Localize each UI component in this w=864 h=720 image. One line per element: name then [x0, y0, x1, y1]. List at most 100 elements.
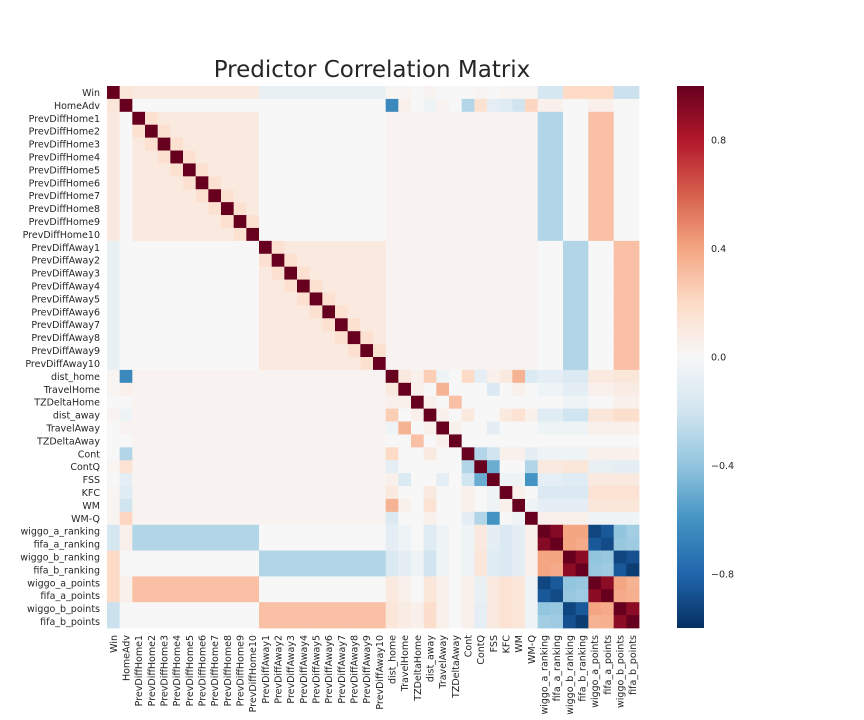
heatmap-cell	[398, 511, 412, 526]
heatmap-cell	[373, 382, 387, 397]
heatmap-cell	[588, 98, 602, 113]
heatmap-cell	[157, 240, 171, 255]
heatmap-cell	[487, 395, 501, 410]
heatmap-cell	[259, 86, 273, 100]
column-label: PrevDiffHome9	[236, 635, 247, 706]
heatmap-cell	[537, 176, 551, 190]
heatmap-cell	[398, 124, 412, 139]
heatmap-cell	[221, 227, 235, 242]
heatmap-cell	[449, 421, 463, 435]
heatmap-cell	[297, 227, 311, 242]
heatmap-cell	[537, 473, 551, 487]
heatmap-cell	[233, 369, 247, 384]
column-label: PrevDiffHome6	[198, 635, 209, 706]
heatmap-cell	[512, 421, 526, 435]
heatmap-cell	[132, 524, 146, 539]
heatmap-cell	[284, 563, 298, 577]
heatmap-cell	[613, 150, 627, 164]
heatmap-cell	[271, 524, 285, 539]
heatmap-cell	[537, 395, 551, 410]
heatmap-cell	[145, 227, 159, 242]
heatmap-cell	[259, 305, 273, 319]
heatmap-cell	[335, 408, 349, 422]
heatmap-cell	[119, 563, 133, 577]
heatmap-cell	[360, 98, 374, 113]
heatmap-cell	[335, 176, 349, 190]
heatmap-cell	[347, 137, 361, 151]
heatmap-cell	[208, 357, 222, 371]
heatmap-cell	[322, 86, 336, 100]
heatmap-cell	[461, 434, 475, 448]
heatmap-cell	[474, 124, 488, 139]
heatmap-cell	[512, 150, 526, 164]
heatmap-cell	[385, 279, 399, 293]
heatmap-cell	[107, 486, 121, 500]
heatmap-cell	[183, 563, 197, 577]
heatmap-cell	[601, 137, 615, 151]
heatmap-cell	[601, 408, 615, 422]
heatmap-cell	[132, 486, 146, 500]
heatmap-cell	[398, 473, 412, 487]
heatmap-cell	[195, 202, 209, 216]
heatmap-cell	[398, 227, 412, 242]
heatmap-cell	[335, 395, 349, 410]
heatmap-cell	[474, 589, 488, 603]
heatmap-cell	[170, 550, 184, 564]
heatmap-cell	[170, 137, 184, 151]
heatmap-cell	[512, 486, 526, 500]
heatmap-cell	[271, 498, 285, 513]
heatmap-cell	[588, 150, 602, 164]
heatmap-cell	[626, 447, 640, 461]
heatmap-cell	[474, 98, 488, 113]
heatmap-cell	[183, 331, 197, 345]
heatmap-cell	[233, 292, 247, 306]
heatmap-cell	[271, 240, 285, 255]
heatmap-cell	[411, 460, 425, 474]
heatmap-cell	[449, 382, 463, 397]
heatmap-cell	[145, 511, 159, 526]
heatmap-cell	[347, 292, 361, 306]
heatmap-cell	[221, 124, 235, 139]
heatmap-cell	[132, 408, 146, 422]
heatmap-cell	[436, 550, 450, 564]
heatmap-cell	[170, 498, 184, 513]
heatmap-cell	[499, 344, 513, 358]
heatmap-cell	[385, 434, 399, 448]
heatmap-cell	[195, 486, 209, 500]
heatmap-cell	[588, 615, 602, 629]
heatmap-cell	[512, 189, 526, 203]
heatmap-cell	[284, 344, 298, 358]
heatmap-cell	[474, 524, 488, 539]
heatmap-cell	[335, 421, 349, 435]
heatmap-cell	[512, 602, 526, 616]
heatmap-cell	[411, 331, 425, 345]
heatmap-cell	[525, 395, 539, 410]
heatmap-cell	[132, 124, 146, 139]
heatmap-cell	[284, 382, 298, 397]
heatmap-cell	[233, 111, 247, 126]
row-label: dist_away	[53, 411, 101, 422]
heatmap-cell	[525, 550, 539, 564]
heatmap-cell	[335, 98, 349, 113]
column-label: KFC	[502, 635, 513, 654]
heatmap-cell	[563, 473, 577, 487]
heatmap-cell	[157, 563, 171, 577]
heatmap-cell	[474, 111, 488, 126]
heatmap-cell	[474, 434, 488, 448]
column-label: PrevDiffAway7	[337, 635, 348, 704]
heatmap-cell	[208, 240, 222, 255]
heatmap-cell	[183, 189, 197, 203]
heatmap-cell	[550, 524, 564, 539]
heatmap-cell	[132, 382, 146, 397]
row-label: PrevDiffHome9	[29, 217, 100, 228]
heatmap-cell	[550, 189, 564, 203]
colorbar-tick-label: 0.4	[711, 244, 726, 255]
heatmap-cell	[360, 215, 374, 229]
heatmap-cell	[132, 202, 146, 216]
heatmap-cell	[563, 408, 577, 422]
heatmap-cell	[322, 421, 336, 435]
heatmap-cell	[398, 408, 412, 422]
heatmap-cell	[309, 344, 323, 358]
heatmap-cell	[284, 576, 298, 590]
heatmap-cell	[259, 124, 273, 139]
